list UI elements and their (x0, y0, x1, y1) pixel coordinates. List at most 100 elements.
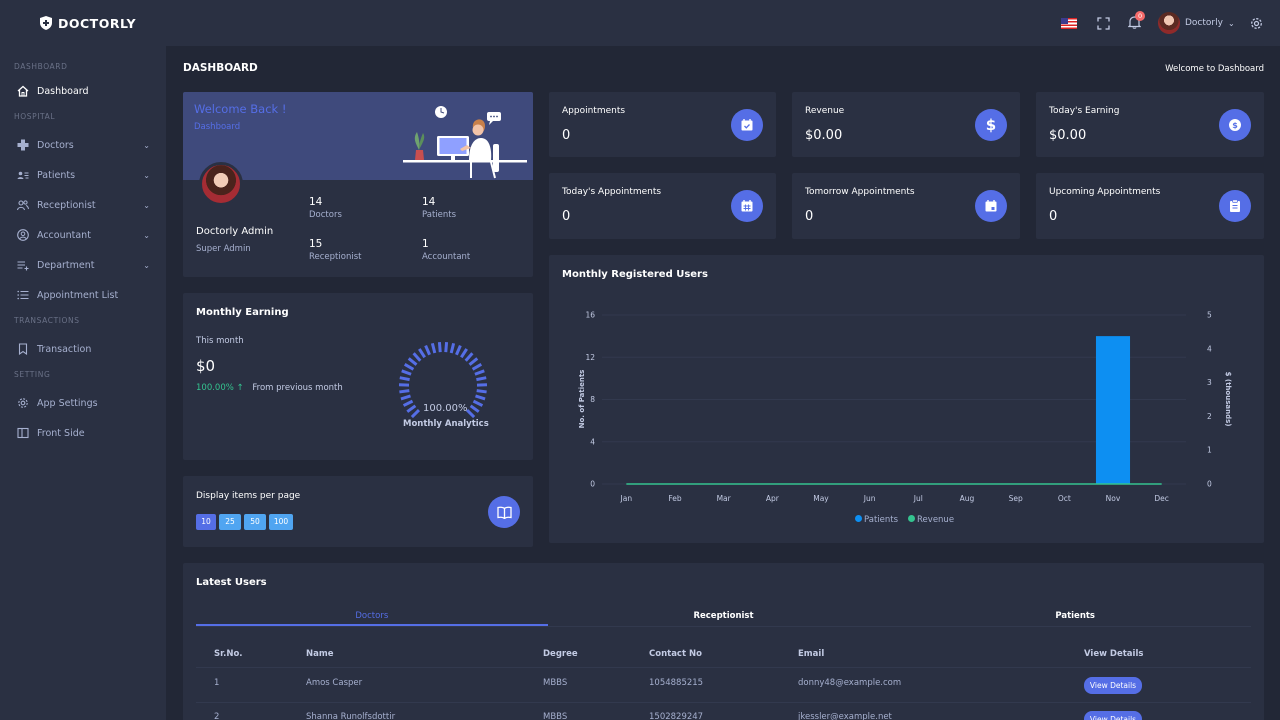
nav-section-setting: SETTING (14, 370, 51, 379)
layout-icon (17, 427, 29, 439)
sidebar-item-label: Front Side (37, 427, 85, 439)
column-header-contact: Contact No (649, 649, 702, 659)
sidebar-item-receptionist[interactable]: Receptionist ⌄ (0, 190, 166, 220)
us-flag-icon (1061, 17, 1077, 29)
stat-label: Patients (422, 210, 457, 220)
clipboard-icon (1219, 190, 1251, 222)
column-header-srno: Sr.No. (214, 649, 243, 659)
y-tick-label: 16 (585, 311, 595, 320)
x-tick-label: Sep (1009, 494, 1023, 503)
sidebar-item-app-settings[interactable]: App Settings (0, 388, 166, 418)
gear-icon (1251, 17, 1262, 29)
chevron-down-icon: ⌄ (143, 170, 150, 180)
y2-tick-label: 3 (1207, 378, 1212, 387)
page-size-50[interactable]: 50 (244, 514, 266, 530)
gauge-tick (460, 348, 468, 359)
column-header-degree: Degree (543, 649, 578, 659)
gauge-tick (476, 376, 487, 382)
legend-item-patients[interactable]: Patients (855, 515, 898, 525)
tab-receptionist[interactable]: Receptionist (693, 611, 754, 621)
x-tick-label: Jul (913, 494, 923, 503)
sidebar-item-transaction[interactable]: Transaction (0, 334, 166, 364)
stat-card-value: 0 (562, 209, 571, 224)
x-tick-label: May (813, 494, 829, 503)
gauge-tick (399, 389, 410, 394)
y2-tick-label: 2 (1207, 412, 1212, 421)
chart-y-ticks: 0 4 8 12 16 (585, 311, 595, 489)
monthly-earning-card: Monthly Earning This month $0 100.00% ↑ … (183, 293, 533, 460)
sidebar-item-label: Patients (37, 169, 76, 181)
stat-patients: 14 Patients (422, 196, 456, 220)
bell-icon (1127, 15, 1142, 29)
fullscreen-icon (1097, 16, 1110, 30)
gauge-tick (403, 363, 415, 371)
x-tick-label: Apr (766, 494, 780, 503)
tab-doctors[interactable]: Doctors (196, 605, 548, 626)
legend-label: Revenue (917, 515, 955, 525)
sidebar-item-accountant[interactable]: Accountant ⌄ (0, 220, 166, 250)
stat-value: 14 (422, 196, 436, 208)
nav-section-hospital: HOSPITAL (14, 112, 56, 121)
gauge-tick (455, 344, 462, 356)
nav-section-dashboard: DASHBOARD (14, 62, 68, 71)
y2-tick-label: 4 (1207, 344, 1212, 353)
view-details-button[interactable]: View Details (1084, 711, 1142, 720)
stat-label: Doctors (309, 210, 342, 220)
plus-icon (17, 139, 29, 151)
stat-card-todays-earning: Today's Earning $0.00 $ (1036, 92, 1264, 157)
page-size-25[interactable]: 25 (219, 514, 241, 530)
sidebar-item-patients[interactable]: Patients ⌄ (0, 160, 166, 190)
page-size-100[interactable]: 100 (269, 514, 293, 530)
x-tick-label: Aug (960, 494, 975, 503)
x-tick-label: Feb (668, 494, 682, 503)
gauge-tick (418, 348, 426, 359)
cell-contact: 1502829247 (649, 712, 704, 720)
sidebar-item-dashboard[interactable]: Dashboard (0, 76, 166, 106)
gauge-tick (400, 394, 411, 401)
brand-logo[interactable]: DOCTORLY (0, 0, 166, 46)
sidebar-item-appointment-list[interactable]: Appointment List (0, 280, 166, 310)
gauge-tick (468, 357, 479, 366)
stat-card-appointments: Appointments 0 (549, 92, 776, 157)
legend-item-revenue[interactable]: Revenue (908, 515, 954, 525)
cell-email: donny48@example.com (798, 678, 902, 688)
y-tick-label: 8 (590, 395, 595, 404)
chevron-down-icon: ⌄ (143, 260, 150, 270)
stat-doctors: 14 Doctors (309, 196, 342, 220)
gauge-tick (406, 404, 417, 413)
page-size-10[interactable]: 10 (196, 514, 216, 530)
tab-patients[interactable]: Patients (1055, 611, 1095, 621)
user-menu[interactable]: Doctorly ⌄ (1158, 0, 1235, 46)
gauge-tick (449, 342, 456, 354)
list-icon (17, 289, 29, 301)
bookmark-icon (17, 343, 29, 355)
stat-card-value: 0 (805, 209, 814, 224)
stat-card-value: 0 (1049, 209, 1058, 224)
chart-legend: Patients Revenue (855, 515, 954, 525)
calendar-grid-icon (731, 190, 763, 222)
sidebar-item-label: Appointment List (37, 289, 119, 301)
svg-text:$: $ (1232, 121, 1238, 130)
x-tick-label: Nov (1106, 494, 1121, 503)
sidebar-item-department[interactable]: Department ⌄ (0, 250, 166, 280)
gauge-tick (475, 394, 486, 401)
card-title: Monthly Earning (196, 307, 289, 318)
view-details-button[interactable]: View Details (1084, 677, 1142, 694)
sidebar-item-doctors[interactable]: Doctors ⌄ (0, 130, 166, 160)
notifications-button[interactable]: 0 (1127, 0, 1146, 46)
settings-button[interactable] (1250, 0, 1263, 46)
fullscreen-button[interactable] (1097, 0, 1110, 46)
cell-degree: MBBS (543, 712, 568, 720)
earning-gauge (398, 342, 488, 419)
latest-users-card: Latest Users Doctors Receptionist Patien… (183, 563, 1264, 720)
admin-name: Doctorly Admin (196, 226, 274, 237)
language-selector[interactable] (1061, 0, 1077, 46)
items-per-page-card: Display items per page 10 25 50 100 (183, 476, 533, 547)
book-icon[interactable] (488, 496, 520, 528)
x-tick-label: Oct (1058, 494, 1071, 503)
stat-value: 15 (309, 238, 323, 250)
chevron-down-icon: ⌄ (143, 230, 150, 240)
sidebar-item-front-side[interactable]: Front Side (0, 418, 166, 448)
chart-title: Monthly Registered Users (562, 269, 708, 280)
page-size-buttons: 10 25 50 100 (196, 514, 296, 530)
